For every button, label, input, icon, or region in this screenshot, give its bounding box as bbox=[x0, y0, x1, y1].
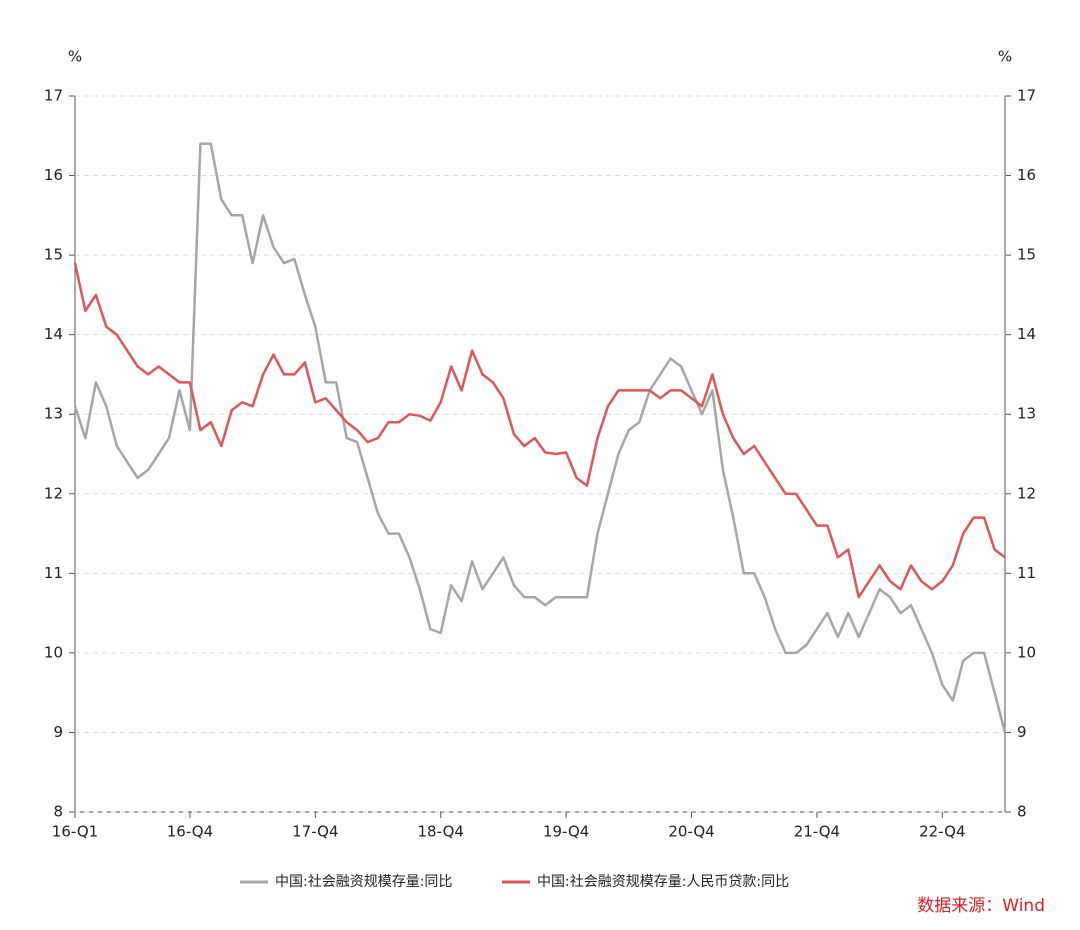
y2-tick-label: 8 bbox=[1017, 803, 1027, 821]
x-tick-label: 16-Q1 bbox=[52, 823, 98, 841]
x-tick-label: 21-Q4 bbox=[794, 823, 840, 841]
y2-tick-label: 14 bbox=[1017, 325, 1036, 343]
y-tick-label: 11 bbox=[44, 564, 63, 582]
x-tick-label: 18-Q4 bbox=[418, 823, 464, 841]
x-tick-label: 16-Q4 bbox=[167, 823, 213, 841]
y2-tick-label: 13 bbox=[1017, 405, 1036, 423]
y-tick-label: 13 bbox=[44, 405, 63, 423]
y-tick-label: 12 bbox=[44, 484, 63, 502]
y-tick-label: 17 bbox=[44, 87, 63, 105]
x-tick-label: 19-Q4 bbox=[543, 823, 589, 841]
y2-tick-label: 12 bbox=[1017, 484, 1036, 502]
series-line bbox=[73, 262, 1006, 599]
y2-tick-label: 15 bbox=[1017, 246, 1036, 264]
y2-tick-label: 11 bbox=[1017, 564, 1036, 582]
source: 数据来源：Wind bbox=[917, 896, 1045, 916]
y-tick-label: 8 bbox=[53, 803, 63, 821]
legend-label: 中国:社会融资规模存量:人民币贷款:同比 bbox=[537, 874, 789, 890]
y-tick-label: 16 bbox=[44, 166, 63, 184]
y2-tick-label: 10 bbox=[1017, 643, 1036, 661]
y-tick-label: 10 bbox=[44, 643, 63, 661]
y-tick-label: 15 bbox=[44, 246, 63, 264]
series-line bbox=[73, 142, 1007, 733]
y-tick-label: 14 bbox=[44, 325, 63, 343]
x-tick-label: 17-Q4 bbox=[292, 823, 338, 841]
y2-tick-label: 17 bbox=[1017, 87, 1036, 105]
x-tick-label: 22-Q4 bbox=[919, 823, 965, 841]
y2-unit: % bbox=[998, 48, 1012, 66]
y-unit: % bbox=[68, 48, 82, 66]
y2-tick-label: 9 bbox=[1017, 723, 1027, 741]
legend-label: 中国:社会融资规模存量:同比 bbox=[275, 874, 452, 890]
x-tick-label: 20-Q4 bbox=[668, 823, 714, 841]
y-tick-label: 9 bbox=[53, 723, 63, 741]
y2-tick-label: 16 bbox=[1017, 166, 1036, 184]
